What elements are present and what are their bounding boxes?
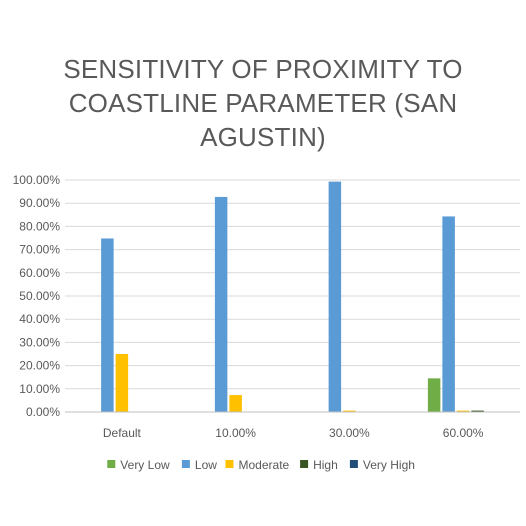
- bar: [471, 410, 484, 412]
- legend-label: Very High: [363, 458, 415, 472]
- y-tick-label: 0.00%: [26, 405, 60, 419]
- y-tick-label: 10.00%: [19, 382, 60, 396]
- legend-swatch: [349, 460, 358, 468]
- bar: [229, 395, 242, 412]
- legend-swatch: [181, 460, 190, 468]
- y-tick-label: 90.00%: [19, 196, 60, 210]
- bar: [214, 196, 228, 412]
- axes: 0.00% 10.00% 20.00% 30.00% 40.00% 50.00% 60.00…: [13, 173, 520, 440]
- bar: [427, 378, 441, 412]
- y-tick-label: 100.00%: [13, 173, 61, 187]
- y-tick-label: 70.00%: [19, 243, 60, 257]
- bar: [343, 410, 356, 412]
- x-tick-label: 60.00%: [443, 426, 484, 440]
- legend-swatch: [107, 460, 116, 468]
- legend: Very Low Low Moderate High Very High: [107, 458, 415, 472]
- x-tick-label: Default: [103, 426, 142, 440]
- bar: [456, 410, 470, 412]
- x-tick-label: 10.00%: [215, 426, 256, 440]
- y-tick-label: 50.00%: [19, 289, 60, 303]
- y-tick-label: 80.00%: [19, 219, 60, 233]
- bar: [101, 238, 114, 412]
- bars: [101, 181, 484, 412]
- legend-swatch: [300, 460, 309, 468]
- legend-label: Very Low: [120, 458, 170, 472]
- y-tick-label: 30.00%: [19, 335, 60, 349]
- y-tick-label: 20.00%: [19, 359, 60, 373]
- y-tick-label: 60.00%: [19, 266, 60, 280]
- bar: [442, 216, 455, 412]
- legend-label: Low: [195, 458, 217, 472]
- legend-label: Moderate: [239, 458, 290, 472]
- y-tick-label: 40.00%: [19, 312, 60, 326]
- x-tick-label: 30.00%: [329, 426, 370, 440]
- chart-title: SENSITIVITY OF PROXIMITY TO COASTLINE PA…: [63, 54, 463, 152]
- legend-swatch: [225, 460, 234, 468]
- bar: [328, 181, 342, 412]
- legend-label: High: [313, 458, 338, 472]
- bar: [115, 354, 129, 412]
